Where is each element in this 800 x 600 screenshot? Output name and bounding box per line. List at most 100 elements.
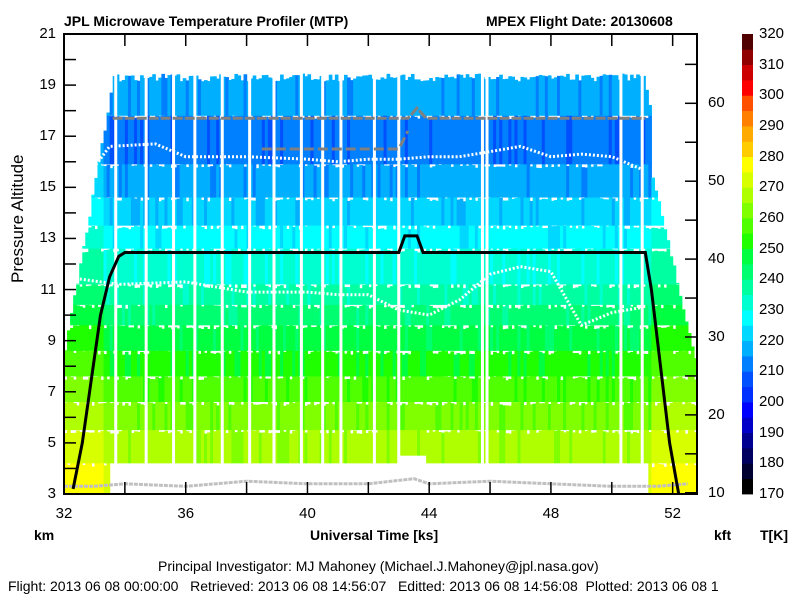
heat-cell — [444, 282, 449, 305]
heat-cell — [578, 199, 582, 226]
heat-cell — [620, 348, 625, 377]
heat-cell — [313, 287, 318, 305]
heat-cell — [353, 326, 357, 351]
heat-cell — [477, 303, 482, 326]
heat-cell — [286, 164, 290, 198]
heat-cell — [179, 379, 184, 402]
heat-cell — [353, 349, 357, 377]
heat-cell — [70, 377, 74, 402]
heat-cell — [535, 324, 540, 351]
heat-cell — [672, 378, 677, 402]
heat-cell — [127, 304, 132, 326]
heat-cell — [532, 375, 537, 402]
heat-cell — [526, 224, 531, 249]
heat-cell — [678, 301, 683, 326]
heat-cell — [465, 117, 470, 165]
heat-cell — [216, 327, 220, 351]
heat-cell — [158, 286, 162, 305]
heat-cell — [243, 247, 248, 285]
heat-cell — [569, 114, 573, 165]
heat-cell — [584, 167, 589, 198]
heat-cell — [130, 401, 135, 431]
heat-cell — [490, 405, 494, 431]
heat-cell — [441, 376, 446, 402]
heat-cell — [490, 354, 494, 377]
heat-cell — [194, 372, 199, 402]
heat-cell — [642, 372, 646, 402]
heat-cell — [322, 116, 327, 165]
colorbar-swatch — [742, 202, 753, 219]
heat-cell — [636, 307, 640, 326]
heat-cell — [526, 161, 531, 198]
heat-cell — [331, 249, 336, 285]
heat-cell — [207, 81, 211, 116]
heat-cell — [596, 353, 601, 377]
heat-cell — [289, 301, 293, 326]
heat-cell — [547, 374, 552, 402]
heat-cell — [517, 326, 522, 351]
heat-cell — [514, 427, 519, 464]
heat-cell — [502, 306, 506, 326]
heat-cell — [340, 118, 345, 165]
heat-cell — [313, 247, 318, 285]
heat-cell — [158, 348, 162, 377]
heat-cell — [447, 283, 452, 305]
heat-cell — [203, 229, 208, 249]
heat-cell — [669, 325, 674, 351]
heat-cell — [292, 350, 296, 377]
heat-cell — [438, 77, 442, 116]
heat-cell — [343, 249, 348, 285]
heat-cell — [383, 229, 388, 249]
heat-cell — [572, 403, 576, 431]
heat-cell — [161, 328, 166, 351]
heat-cell — [669, 465, 674, 494]
heat-cell — [681, 351, 686, 377]
heat-cell — [587, 281, 592, 305]
heat-cell — [493, 376, 497, 402]
heat-cell — [413, 349, 418, 377]
heat-cell — [295, 222, 299, 249]
heat-cell — [234, 400, 239, 431]
heat-cell — [76, 325, 80, 351]
heat-cell — [642, 353, 646, 377]
heat-cell — [249, 161, 254, 198]
heat-cell — [264, 285, 269, 305]
heat-cell — [630, 327, 634, 351]
heat-cell — [134, 80, 138, 116]
heat-cell — [566, 73, 570, 116]
heat-cell — [386, 249, 391, 285]
heat-cell — [684, 465, 689, 494]
heat-cell — [413, 116, 418, 165]
heat-cell — [304, 76, 309, 116]
heat-cell — [283, 244, 287, 285]
heat-cell — [447, 193, 452, 226]
colorbar-swatch — [742, 156, 753, 173]
heat-cell — [152, 349, 156, 377]
heat-cell — [380, 246, 385, 285]
heat-cell — [91, 307, 96, 326]
heat-cell — [158, 201, 162, 226]
heat-cell — [447, 432, 452, 464]
heat-cell — [587, 376, 592, 402]
heat-cell — [127, 251, 132, 285]
heat-cell — [432, 288, 436, 305]
heat-cell — [273, 112, 278, 165]
colorbar-tick-label: 240 — [759, 270, 785, 288]
heat-cell — [490, 79, 494, 116]
heat-cell — [127, 286, 132, 305]
heat-cell — [423, 281, 427, 305]
heat-cell — [118, 285, 123, 305]
data-gap — [321, 34, 325, 494]
heat-cell — [620, 308, 625, 326]
heat-cell — [645, 405, 649, 431]
colorbar-swatch — [742, 248, 753, 265]
heat-cell — [499, 349, 503, 377]
heat-cell — [194, 167, 199, 198]
heat-cell — [529, 323, 534, 351]
heat-cell — [608, 375, 613, 402]
heat-cell — [417, 328, 421, 351]
heat-cell — [301, 163, 306, 198]
heat-cell — [194, 245, 199, 285]
heat-cell — [237, 114, 242, 165]
heat-cell — [608, 426, 613, 464]
